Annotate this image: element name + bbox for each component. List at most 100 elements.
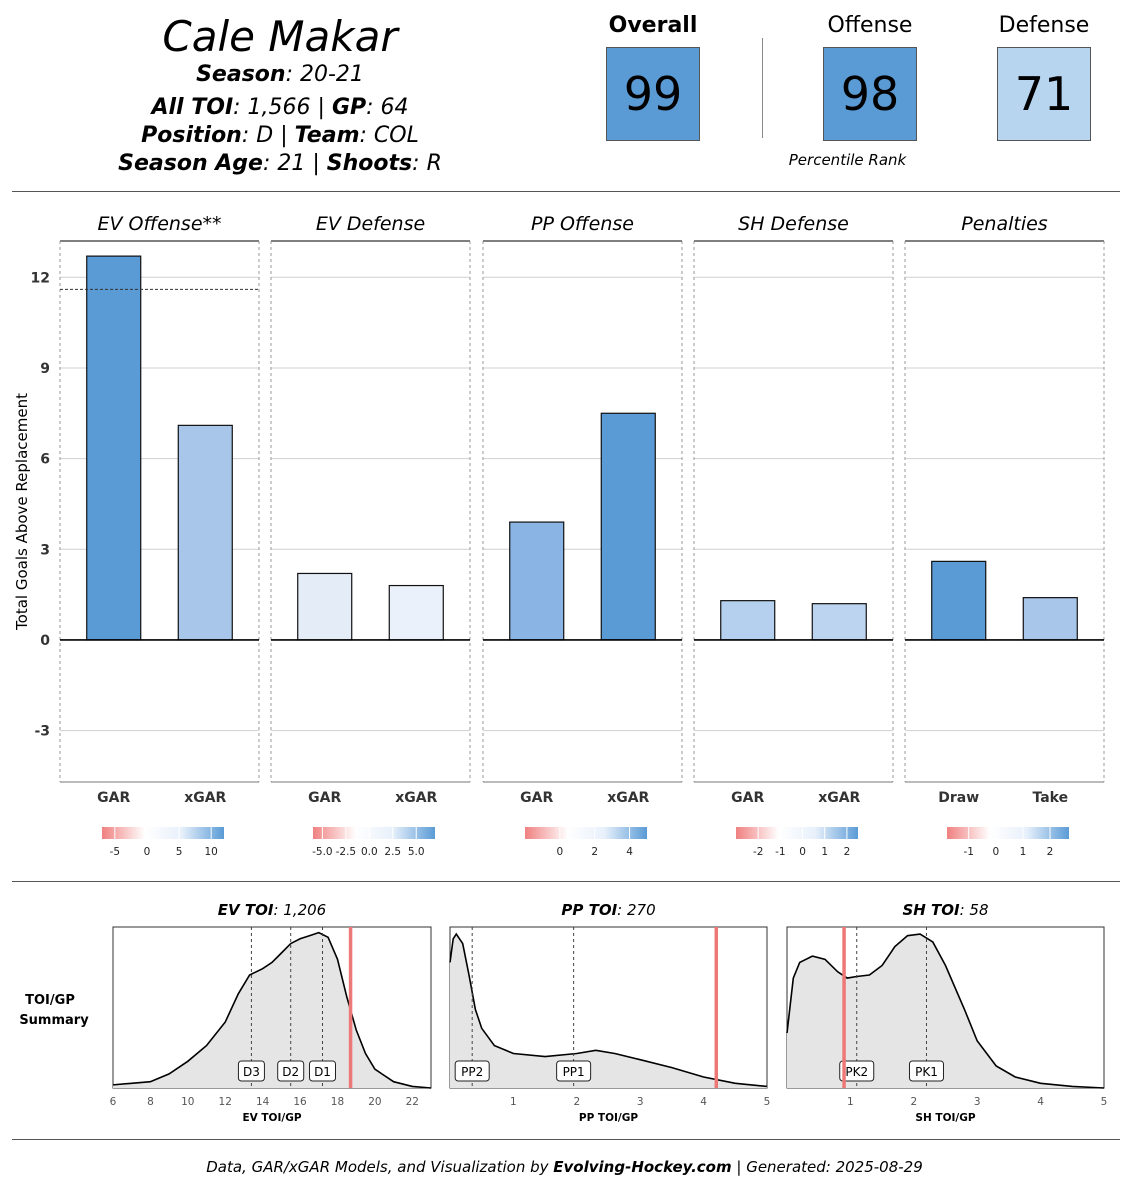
toi-panel-title: PP TOI: 270 — [561, 901, 655, 919]
percentile-caption: Percentile Rank — [788, 151, 907, 169]
toi-gp-line: All TOI: 1,566 | GP: 64 — [151, 95, 409, 120]
density-area — [787, 934, 1104, 1088]
x-tick-label: 8 — [147, 1096, 154, 1108]
x-tick-label: xGAR — [395, 790, 437, 806]
bar-gar — [720, 600, 776, 641]
x-axis-label: PP TOI/GP — [579, 1112, 638, 1124]
legend-tick-label: 2 — [1047, 846, 1054, 858]
footer-suffix: | Generated: 2025-08-29 — [731, 1158, 923, 1176]
x-tick-label: Take — [1032, 790, 1068, 806]
bar-take — [1022, 597, 1078, 641]
label-box-pp1 — [556, 1060, 592, 1082]
team-value: COL — [373, 123, 419, 148]
facet-title: PP Offense — [531, 213, 634, 235]
toi-value: 1,566 — [247, 95, 311, 120]
x-tick-label: 12 — [219, 1096, 232, 1108]
bar-gar — [86, 255, 142, 641]
toi-divider — [12, 881, 1120, 882]
x-tick-label: 22 — [406, 1096, 419, 1108]
shoots-value: R — [426, 151, 442, 176]
facet-ev-offense: EV Offense** GAR xGAR -5 0 5 10 — [59, 213, 260, 858]
bar-xgar — [177, 424, 233, 641]
row-label-line-1: TOI/GP — [25, 993, 75, 1008]
facet-ev-defense: EV Defense GAR xGAR -5.0 -2.5 0.0 2.5 5.0 — [270, 213, 471, 858]
facet-penalties: Penalties Draw Take -1 0 1 2 — [904, 213, 1105, 858]
legend-colorbar — [525, 827, 647, 839]
legend-tick-label: 5.0 — [408, 846, 425, 858]
legend-tick-label: -5 — [110, 846, 120, 858]
legend-tick-label: -5.0 — [312, 846, 333, 858]
overall-label: Overall — [608, 13, 698, 38]
position-value: D — [256, 123, 274, 148]
x-tick-label: GAR — [308, 790, 341, 806]
x-tick-label: xGAR — [607, 790, 649, 806]
y-tick-label: 12 — [31, 270, 50, 286]
y-tick-label: -3 — [34, 724, 50, 740]
position-team-line: Position: D | Team: COL — [141, 123, 419, 148]
x-tick-label: 1 — [510, 1096, 517, 1108]
shoots-label: Shoots — [326, 151, 413, 176]
season-label: Season — [196, 62, 286, 87]
y-axis-label: Total Goals Above Replacement — [13, 393, 31, 631]
label-box-pp2 — [454, 1060, 490, 1082]
legend-tick-label: 2 — [844, 846, 851, 858]
toi-panel-pp: PP TOI: 270 PP2 PP1 1 2 3 4 5 PP TOI/GP — [449, 901, 770, 1124]
density-curve — [786, 933, 1105, 1089]
x-tick-label: Draw — [938, 790, 979, 806]
legend-tick-label: -1 — [963, 846, 973, 858]
x-tick-label: 3 — [637, 1096, 644, 1108]
toi-panel-ev: EV TOI: 1,206 D3 D2 D1 6 8 10 12 14 16 18 20 22 EV TO… — [110, 901, 432, 1124]
player-name: Cale Makar — [162, 12, 398, 61]
legend-tick-label: 1 — [1020, 846, 1027, 858]
bar-xgar — [811, 603, 867, 641]
footer-divider — [12, 1139, 1120, 1140]
x-tick-label: 5 — [1101, 1096, 1108, 1108]
label-d2: D2 — [282, 1065, 299, 1079]
offense-rank-box: 98 — [823, 47, 917, 141]
defense-rank-box: 71 — [997, 47, 1091, 141]
bar-xgar — [600, 412, 656, 641]
facet-title: SH Defense — [738, 213, 849, 235]
legend-tick-label: 10 — [204, 846, 217, 858]
gp-label: GP — [331, 95, 367, 120]
x-tick-label: GAR — [731, 790, 764, 806]
x-axis-label: EV TOI/GP — [242, 1112, 301, 1124]
age-value: 21 — [277, 151, 306, 176]
y-tick-label: 0 — [40, 633, 50, 649]
legend-tick-label: 1 — [821, 846, 828, 858]
bar-draw — [931, 560, 987, 641]
season-line: Season: 20-21 — [196, 62, 364, 87]
gar-facet-chart: Total Goals Above Replacement-3036912EV … — [13, 213, 1105, 858]
legend-tick-label: 4 — [626, 846, 633, 858]
footer-credit: Data, GAR/xGAR Models, and Visualization… — [0, 1158, 1129, 1176]
footer-prefix: Data, GAR/xGAR Models, and Visualization… — [206, 1158, 554, 1176]
legend-tick-label: 0 — [992, 846, 999, 858]
row-label-line-2: Summary — [19, 1013, 89, 1028]
gp-value: 64 — [380, 95, 409, 120]
label-box-d3 — [237, 1060, 265, 1082]
facet-title: EV Defense — [316, 213, 425, 235]
x-tick-label: GAR — [520, 790, 553, 806]
y-tick-label: 6 — [40, 452, 50, 468]
legend-tick-label: 2 — [591, 846, 598, 858]
offense-label: Offense — [827, 13, 913, 38]
label-d3: D3 — [243, 1065, 260, 1079]
x-tick-label: 2 — [910, 1096, 917, 1108]
label-pp2: PP2 — [461, 1065, 483, 1079]
x-axis-label: SH TOI/GP — [915, 1112, 975, 1124]
legend-tick-label: 2.5 — [384, 846, 401, 858]
x-tick-label: 1 — [847, 1096, 854, 1108]
x-tick-label: 6 — [110, 1096, 117, 1108]
x-tick-label: 18 — [331, 1096, 344, 1108]
bar-gar — [297, 572, 353, 641]
x-tick-label: 4 — [1037, 1096, 1044, 1108]
x-tick-label: 2 — [573, 1096, 580, 1108]
density-curve — [449, 932, 768, 1088]
position-label: Position — [141, 123, 242, 148]
legend-tick-label: 0 — [557, 846, 564, 858]
overall-rank-box: 99 — [606, 47, 700, 141]
bar-gar — [509, 521, 565, 641]
legend-tick-label: 0 — [144, 846, 151, 858]
x-tick-label: 20 — [368, 1096, 381, 1108]
